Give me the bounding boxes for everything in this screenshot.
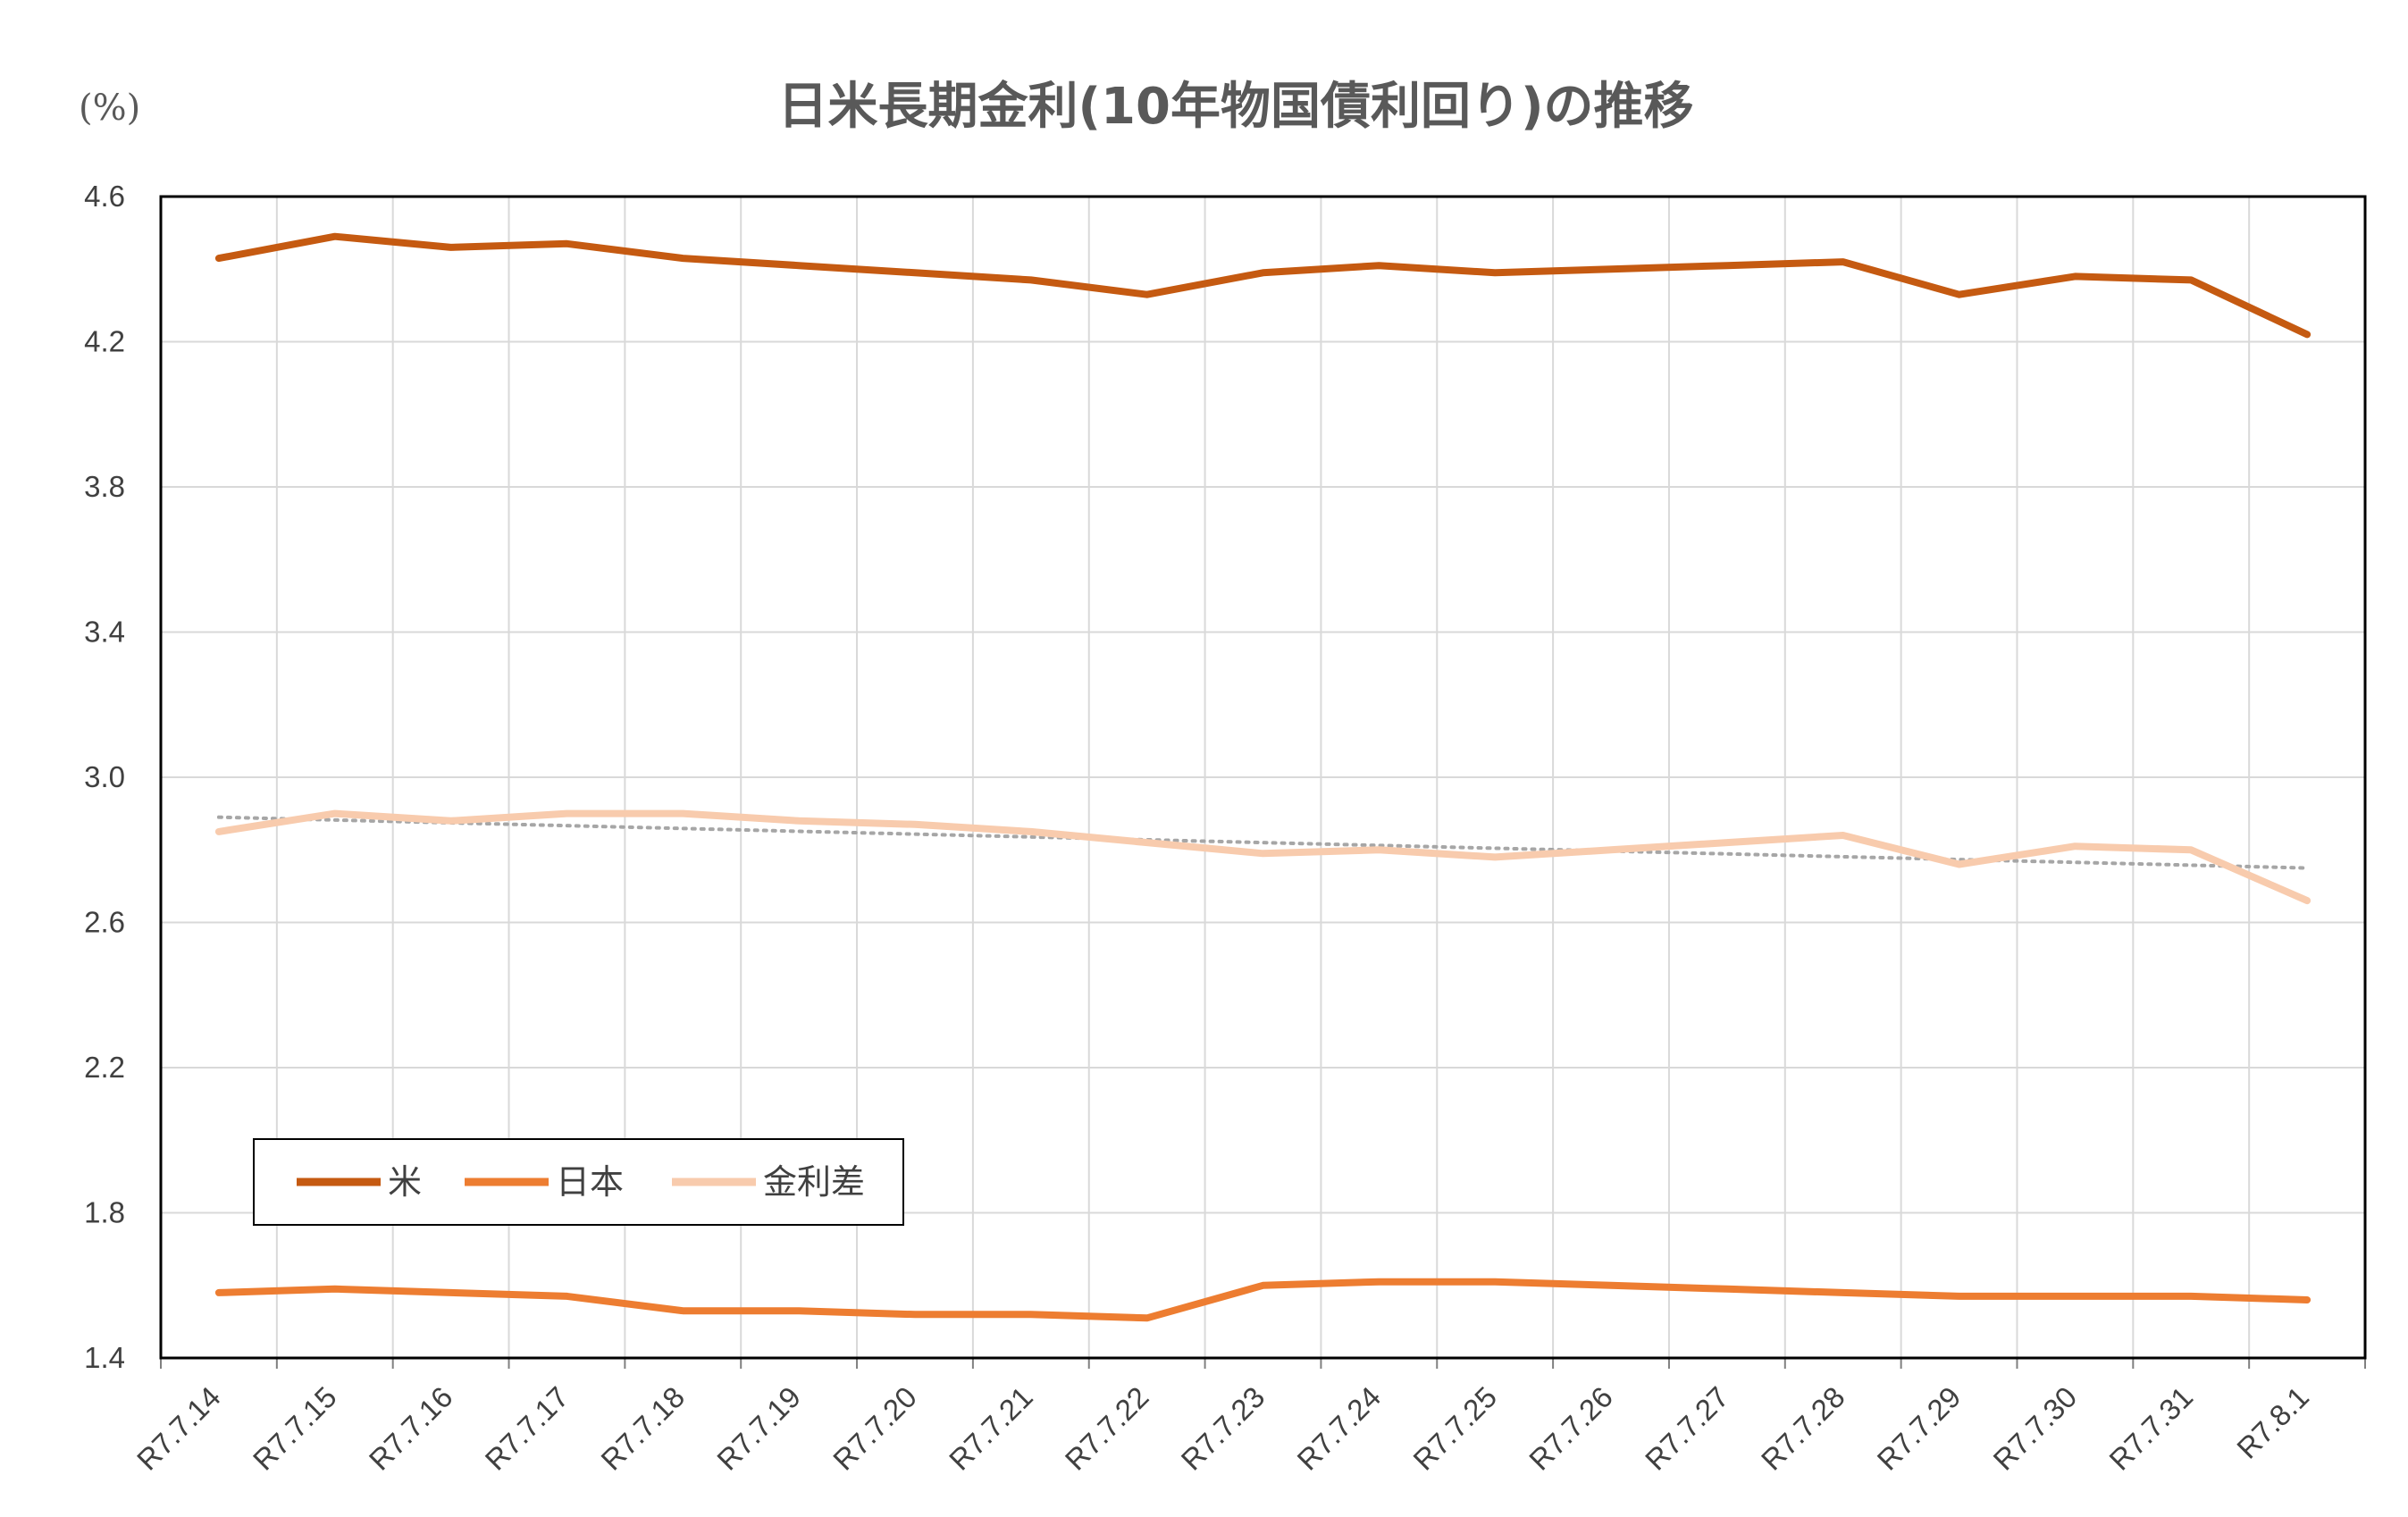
- x-tick-label: R7.7.16: [363, 1380, 459, 1477]
- x-tick-label: R7.7.30: [1986, 1380, 2083, 1477]
- legend-label-us: 米: [388, 1162, 422, 1202]
- y-tick-label: 3.4: [84, 616, 125, 649]
- legend: 米 日本 金利差: [253, 1138, 904, 1226]
- y-tick-label: 3.8: [84, 470, 125, 503]
- x-tick-label: R7.7.22: [1059, 1380, 1155, 1477]
- x-tick-label: R7.8.1: [2230, 1380, 2315, 1465]
- y-axis-ticks: 4.6 4.2 3.8 3.4 3.0 2.6 2.2 1.8 1.4: [84, 180, 125, 1374]
- x-tick-label: R7.7.26: [1523, 1380, 1619, 1477]
- x-tick-label: R7.7.31: [2102, 1380, 2199, 1477]
- x-axis-ticks: R7.7.14 R7.7.15 R7.7.16 R7.7.17 R7.7.18 R7.7.…: [130, 1380, 2315, 1477]
- series-line-spread: [214, 809, 2312, 905]
- series-lines: [214, 232, 2312, 1322]
- y-tick-label: 1.4: [84, 1341, 125, 1374]
- x-tick-label: R7.7.18: [594, 1380, 691, 1477]
- x-tick-label: R7.7.14: [130, 1380, 227, 1477]
- y-tick-label: 4.6: [84, 180, 125, 213]
- legend-label-spread: 金利差: [763, 1162, 865, 1202]
- x-tick-label: R7.7.28: [1755, 1380, 1851, 1477]
- series-line-us: [214, 232, 2312, 339]
- series-line-japan: [214, 1278, 2312, 1322]
- x-tick-label: R7.7.15: [247, 1380, 343, 1477]
- y-tick-label: 1.8: [84, 1196, 125, 1229]
- x-tick-label: R7.7.29: [1871, 1380, 1968, 1477]
- y-tick-label: 2.6: [84, 906, 125, 939]
- x-tick-label: R7.7.19: [710, 1380, 807, 1477]
- legend-label-japan: 日本: [556, 1162, 624, 1202]
- x-tick-label: R7.7.21: [943, 1380, 1039, 1477]
- x-tick-label: R7.7.24: [1290, 1380, 1387, 1477]
- trendline-spread: [216, 815, 2310, 870]
- plot-area-border: [159, 195, 2367, 1360]
- x-tick-label: R7.7.17: [478, 1380, 575, 1477]
- x-tick-label: R7.7.27: [1639, 1380, 1735, 1477]
- chart-title: 日米長期金利(10年物国債利回り)の推移: [777, 78, 1693, 136]
- x-tick-label: R7.7.20: [826, 1380, 923, 1477]
- y-tick-label: 2.2: [84, 1051, 125, 1084]
- x-tick-label: R7.7.23: [1175, 1380, 1271, 1477]
- y-tick-label: 4.2: [84, 325, 125, 358]
- y-unit-label: (%): [79, 88, 140, 129]
- x-tick-label: R7.7.25: [1406, 1380, 1503, 1477]
- y-tick-label: 3.0: [84, 760, 125, 793]
